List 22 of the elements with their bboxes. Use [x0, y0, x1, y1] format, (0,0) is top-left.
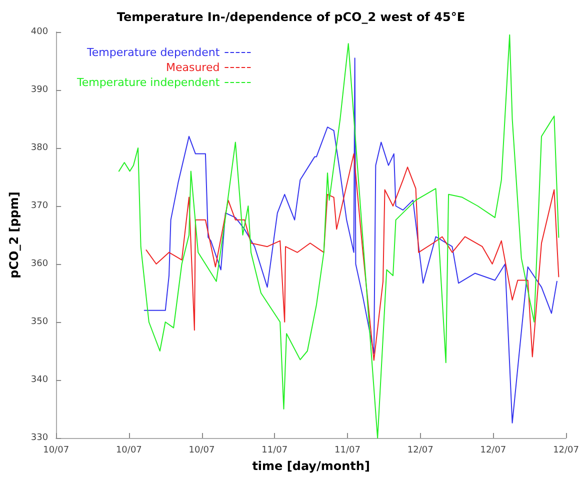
y-tick-label: 360 — [30, 259, 48, 269]
y-axis-title: pCO_2 [ppm] — [7, 192, 21, 278]
x-tick-label: 12/07 — [553, 446, 579, 456]
y-tick-label: 350 — [30, 317, 48, 327]
x-tick-label: 10/07 — [188, 446, 215, 456]
y-tick-label: 370 — [30, 201, 48, 211]
legend-label: Temperature dependent — [86, 46, 220, 59]
y-tick-label: 330 — [30, 433, 48, 443]
x-tick-label: 11/07 — [334, 446, 360, 456]
y-tick-label: 400 — [30, 27, 48, 37]
y-tick-label: 390 — [30, 85, 48, 95]
legend-label: Temperature independent — [76, 76, 220, 89]
x-axis-title: time [day/month] — [252, 459, 370, 473]
legend-label: Measured — [166, 61, 220, 74]
x-tick-label: 12/07 — [407, 446, 434, 456]
x-tick-label: 10/07 — [116, 446, 142, 456]
y-tick-label: 340 — [30, 375, 48, 385]
y-tick-label: 380 — [30, 143, 48, 153]
x-tick-label: 10/07 — [43, 446, 70, 456]
x-tick-label: 11/07 — [262, 446, 288, 456]
chart-title: Temperature In-/dependence of pCO_2 west of 45°E — [116, 10, 466, 24]
x-tick-label: 12/07 — [480, 446, 506, 456]
